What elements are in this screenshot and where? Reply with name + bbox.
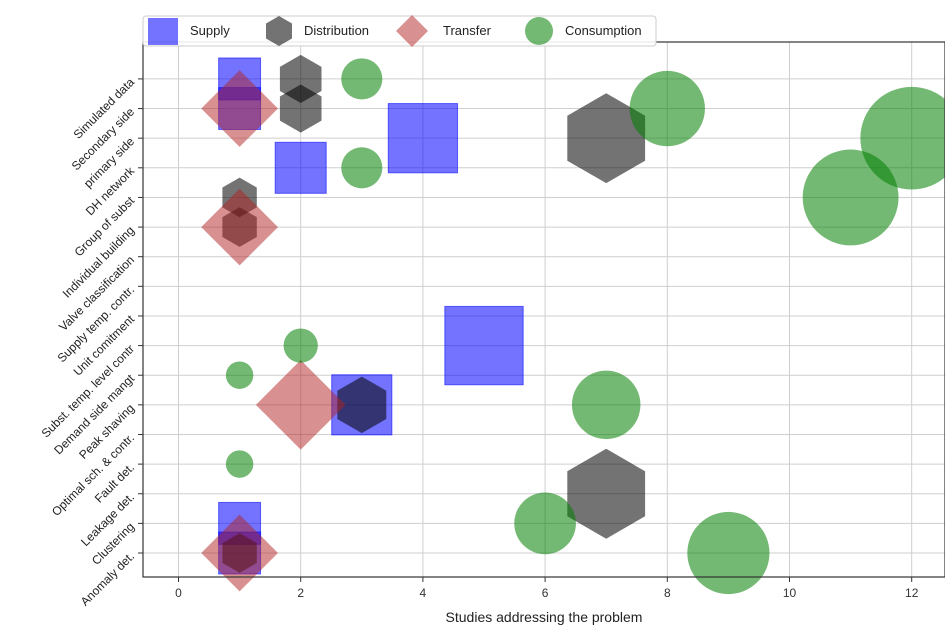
legend-marker-transfer [396,15,428,47]
distribution-marker-peak-shaving [337,376,387,434]
transfer-marker-peak-shaving [255,360,346,450]
consumption-marker-demand-side-mangt [225,361,254,389]
distribution-marker-simulated-data [279,54,322,103]
x-tick-label: 2 [297,586,304,600]
x-tick-label: 8 [664,586,671,600]
legend-marker-distribution [266,16,292,46]
supply-marker-primary-side [387,103,459,174]
legend-marker-supply [148,18,178,45]
transfer-marker-individual-building [201,188,278,266]
consumption-marker-primary-side [860,86,945,190]
consumption-marker-dh-network [341,147,383,189]
x-tick-label: 10 [783,586,797,600]
consumption-marker-simulated-data [341,58,383,100]
legend-marker-consumption [525,17,553,45]
x-tick-label: 4 [420,586,427,600]
consumption-marker-clustering [514,492,576,555]
distribution-marker-leakage-det [567,448,646,539]
x-tick-label: 12 [905,586,919,600]
legend-label-distribution: Distribution [304,23,369,38]
legend-label-consumption: Consumption [565,23,642,38]
consumption-marker-peak-shaving [571,370,641,440]
legend-label-transfer: Transfer [443,23,492,38]
consumption-marker-anomaly-det [687,511,770,595]
supply-marker-dh-network [274,141,327,194]
supply-marker-subst-temp-level-contr [444,305,524,386]
consumption-marker-secondary-side [629,70,705,147]
x-tick-label: 0 [175,586,182,600]
x-tick-label: 6 [542,586,549,600]
consumption-marker-fault-det [225,450,254,478]
transfer-marker-anomaly-det [201,514,278,592]
distribution-marker-primary-side [567,93,646,184]
transfer-marker-secondary-side [201,70,278,147]
x-axis-label: Studies addressing the problem [446,609,643,625]
grid-lines [143,42,945,577]
legend: Supply Distribution Transfer Consumption [142,15,657,47]
plot-marks [201,54,945,595]
consumption-marker-subst-temp-level-contr [283,328,318,363]
legend-label-supply: Supply [190,23,230,38]
